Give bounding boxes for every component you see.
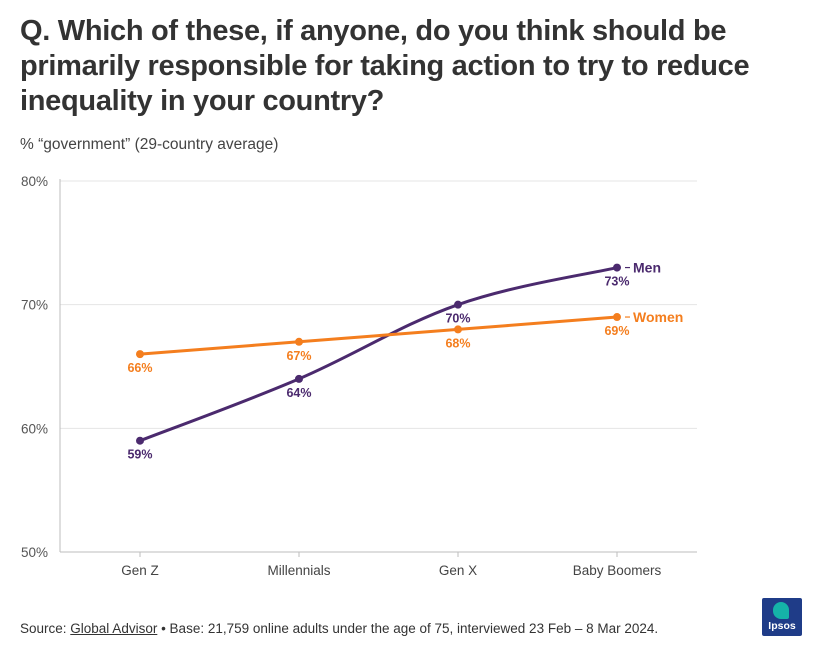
women-data-label: 68% (445, 336, 470, 350)
men-data-label: 73% (604, 275, 629, 289)
men-data-label: 59% (127, 448, 152, 462)
women-point (613, 313, 621, 322)
x-tick-label: Millennials (267, 563, 330, 578)
women-series-line (138, 315, 619, 356)
chart-subtitle: % “government” (29-country average) (20, 136, 279, 153)
men-data-label: 64% (286, 386, 311, 400)
x-tick-label: Gen X (439, 563, 477, 578)
source-prefix: Source: (20, 621, 71, 636)
ipsos-logo-text: Ipsos (768, 620, 796, 632)
x-tick-label: Baby Boomers (573, 563, 662, 578)
men-point (613, 263, 621, 272)
ipsos-logo-icon (773, 602, 789, 619)
men-point (295, 374, 303, 383)
source-base-text: • Base: 21,759 online adults under the a… (157, 621, 659, 636)
men-point (136, 436, 144, 445)
women-point (295, 337, 303, 346)
men-data-label: 70% (445, 312, 470, 326)
y-tick-label: 50% (21, 545, 48, 560)
x-tick-label: Gen Z (121, 563, 159, 578)
y-tick-label: 60% (21, 421, 48, 436)
women-data-label: 69% (604, 324, 629, 338)
chart-title: Q. Which of these, if anyone, do you thi… (20, 15, 750, 117)
line-chart: 50% 60% 70% 80% Gen Z Millennials Gen X Baby Bo… (21, 174, 697, 578)
y-tick-label: 80% (21, 174, 48, 189)
source-footer: Source: Global Advisor • Base: 21,759 on… (20, 621, 658, 636)
women-data-label: 67% (286, 349, 311, 363)
women-legend-label: Women (633, 309, 683, 325)
men-series-line (138, 266, 619, 443)
ipsos-logo: Ipsos (762, 598, 802, 636)
women-point (136, 350, 144, 359)
women-data-label: 66% (127, 361, 152, 375)
y-tick-label: 70% (21, 298, 48, 313)
global-advisor-link[interactable]: Global Advisor (70, 621, 158, 636)
men-point (454, 300, 462, 309)
men-legend-label: Men (633, 260, 661, 276)
women-point (454, 325, 462, 334)
